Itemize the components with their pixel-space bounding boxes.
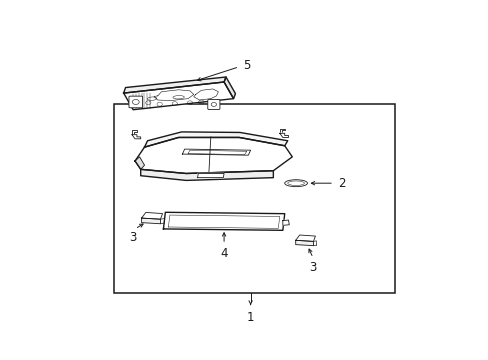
Polygon shape bbox=[282, 220, 289, 225]
FancyBboxPatch shape bbox=[207, 99, 220, 109]
FancyBboxPatch shape bbox=[129, 96, 142, 108]
Ellipse shape bbox=[284, 180, 307, 186]
Text: 5: 5 bbox=[243, 59, 250, 72]
Polygon shape bbox=[224, 77, 235, 99]
Polygon shape bbox=[135, 157, 144, 169]
Polygon shape bbox=[163, 212, 284, 230]
Polygon shape bbox=[279, 133, 288, 138]
Polygon shape bbox=[197, 174, 224, 177]
Text: 3: 3 bbox=[309, 261, 316, 274]
Bar bbox=[114, 104, 394, 293]
Text: 3: 3 bbox=[128, 231, 136, 244]
Text: 4: 4 bbox=[220, 247, 227, 260]
Polygon shape bbox=[144, 132, 287, 147]
Text: 1: 1 bbox=[246, 311, 254, 324]
Polygon shape bbox=[295, 240, 313, 246]
Polygon shape bbox=[141, 169, 273, 180]
Polygon shape bbox=[182, 149, 250, 155]
Polygon shape bbox=[132, 130, 137, 135]
Polygon shape bbox=[123, 77, 225, 93]
Polygon shape bbox=[142, 218, 160, 224]
Polygon shape bbox=[142, 212, 162, 219]
Polygon shape bbox=[295, 235, 315, 242]
Text: 2: 2 bbox=[337, 177, 345, 190]
Polygon shape bbox=[132, 135, 141, 139]
Polygon shape bbox=[123, 82, 233, 110]
Polygon shape bbox=[279, 129, 284, 133]
Polygon shape bbox=[135, 138, 292, 174]
